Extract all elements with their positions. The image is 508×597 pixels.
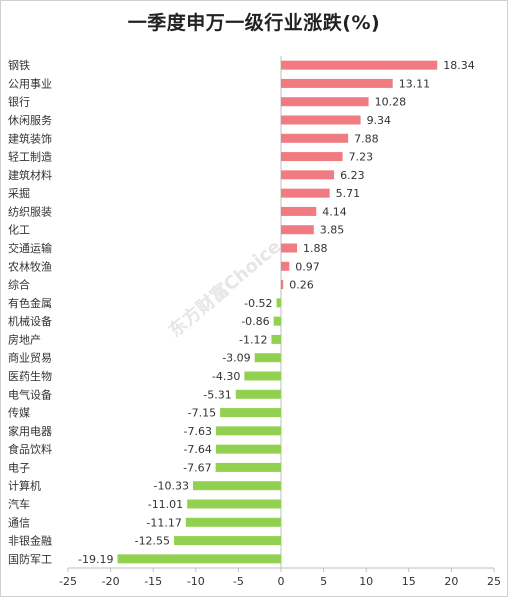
category-label: 国防军工 (8, 552, 52, 566)
value-label: 5.71 (336, 187, 361, 200)
bar (281, 133, 349, 143)
value-label: -7.63 (184, 425, 212, 438)
bar (215, 426, 281, 436)
x-tick-label: 10 (359, 575, 373, 588)
bar (276, 298, 281, 308)
value-label: -11.17 (146, 516, 181, 529)
category-label: 通信 (8, 516, 30, 529)
x-tick-label: 25 (487, 575, 501, 588)
value-label: -0.52 (244, 297, 272, 310)
bar (281, 188, 330, 198)
value-label: -12.55 (135, 535, 170, 548)
value-label: -1.12 (239, 333, 267, 346)
x-tick-label: -15 (144, 575, 162, 588)
bar (281, 243, 298, 253)
category-label: 采掘 (8, 186, 30, 200)
value-label: 10.28 (375, 96, 407, 109)
bar (273, 316, 281, 326)
category-label: 房地产 (8, 332, 41, 346)
category-label: 商业贸易 (8, 351, 52, 365)
bar (117, 554, 282, 564)
category-label: 传媒 (8, 407, 30, 420)
bar (271, 334, 281, 344)
category-label: 医药生物 (8, 369, 52, 383)
value-label: -7.64 (183, 443, 211, 456)
category-label: 汽车 (8, 497, 30, 511)
category-label: 综合 (8, 278, 30, 292)
x-tick-label: 20 (444, 575, 458, 588)
bar (281, 115, 361, 125)
x-tick-label: -25 (59, 575, 77, 588)
category-label: 机械设备 (8, 314, 52, 328)
bar (281, 97, 369, 107)
value-label: -4.30 (212, 370, 240, 383)
x-tick-label: -20 (102, 575, 120, 588)
bar (244, 371, 281, 381)
bar (220, 408, 281, 418)
category-label: 休闲服务 (8, 113, 52, 127)
bar (192, 481, 281, 491)
bar (254, 353, 281, 363)
value-label: 18.34 (443, 59, 475, 72)
bar (235, 389, 281, 399)
value-label: 4.14 (322, 205, 347, 218)
value-label: 0.26 (289, 279, 314, 292)
category-label: 钢铁 (8, 59, 30, 72)
value-label: -3.09 (222, 352, 250, 365)
bar (281, 170, 335, 180)
category-label: 化工 (8, 223, 30, 237)
x-tick-label: 5 (320, 575, 327, 588)
value-label: 1.88 (303, 242, 328, 255)
bar (281, 225, 314, 235)
value-label: 3.85 (320, 224, 345, 237)
bar (281, 60, 438, 70)
x-tick-label: 0 (278, 575, 285, 588)
bar (215, 462, 281, 472)
value-label: -0.86 (241, 315, 269, 328)
chart-title: 一季度申万一级行业涨跌(%) (127, 12, 381, 34)
category-label: 公用事业 (8, 77, 52, 90)
value-label: 0.97 (295, 260, 320, 273)
category-label: 建筑材料 (8, 168, 52, 182)
value-label: 9.34 (367, 114, 392, 127)
bar (281, 261, 290, 271)
bar (281, 78, 393, 88)
category-label: 非银金融 (8, 534, 52, 548)
category-label: 交通运输 (8, 241, 52, 255)
bar (281, 280, 284, 290)
bar (215, 444, 281, 454)
value-label: 6.23 (340, 169, 365, 182)
x-tick-label: -10 (187, 575, 205, 588)
value-label: -5.31 (203, 388, 231, 401)
category-label: 计算机 (8, 479, 41, 493)
value-label: -19.19 (78, 553, 113, 566)
value-label: -7.67 (183, 461, 211, 474)
value-label: -11.01 (148, 498, 183, 511)
bar (185, 517, 281, 527)
bar (174, 536, 281, 546)
category-label: 纺织服装 (8, 204, 52, 218)
value-label: -10.33 (154, 480, 189, 493)
category-label: 轻工制造 (8, 150, 52, 164)
category-label: 农林牧渔 (8, 259, 52, 273)
category-label: 电气设备 (8, 387, 52, 401)
x-tick-label: -5 (233, 575, 244, 588)
category-label: 银行 (8, 95, 30, 109)
value-label: 7.23 (349, 151, 374, 164)
category-label: 家用电器 (8, 424, 52, 438)
bar (187, 499, 281, 509)
category-label: 食品饮料 (8, 442, 52, 456)
bar (281, 152, 343, 162)
value-label: 7.88 (354, 132, 379, 145)
bar (281, 206, 317, 216)
x-tick-label: 15 (402, 575, 416, 588)
category-label: 建筑装饰 (8, 131, 52, 145)
category-label: 电子 (8, 461, 30, 474)
category-label: 有色金属 (8, 296, 52, 310)
value-label: -7.15 (188, 407, 216, 420)
value-label: 13.11 (399, 77, 431, 90)
